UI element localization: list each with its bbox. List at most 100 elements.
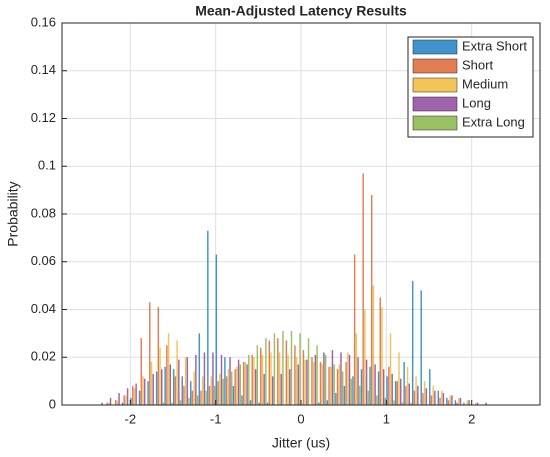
bar [186,357,189,405]
bar [138,390,141,405]
bar [287,354,289,405]
legend-label: Extra Short [462,38,527,53]
legend-label: Short [462,57,493,72]
bar [191,390,194,405]
bar [357,357,359,405]
bar [268,340,271,405]
bar [220,354,223,405]
y-tick-label: 0.14 [31,62,56,77]
bar [210,376,212,405]
bar [118,393,120,405]
bar [423,381,426,405]
bar [207,230,209,405]
bar [311,357,313,405]
bar [263,373,265,405]
bar [181,376,183,405]
legend-swatch [412,77,458,93]
bars [101,173,487,405]
bar [432,385,434,405]
y-tick-label: 0.02 [31,349,56,364]
bar [277,338,279,405]
bar [237,359,240,405]
bar [150,362,153,405]
bar [466,400,469,405]
bar [389,333,392,405]
bar [260,347,262,405]
bar [408,383,411,405]
bar [249,400,252,405]
bar [193,371,195,405]
bar [161,369,163,405]
bar [362,173,364,405]
bar [131,385,134,405]
bar [142,376,144,405]
bar [236,366,238,405]
bar [434,390,436,405]
bar [331,350,334,405]
bar [147,381,149,405]
bar [225,376,228,405]
bar [394,381,397,405]
bar [271,376,274,405]
bar [278,352,281,405]
bar [388,366,390,405]
bar [353,254,356,405]
bar [101,402,103,405]
legend-label: Long [462,95,491,110]
bar [123,395,125,405]
bar [355,333,358,405]
bar [289,369,291,405]
bar [242,362,245,405]
bar [417,385,419,405]
bar [382,369,385,405]
bar [411,280,414,405]
bar [285,340,288,405]
x-tick-label: -2 [125,411,137,426]
chart-title: Mean-Adjusted Latency Results [195,3,407,19]
bar [280,373,282,405]
bar [135,383,137,405]
legend-swatch [412,115,458,131]
bar [203,352,206,405]
bar [155,371,158,405]
bar [442,393,445,405]
bar [222,378,224,405]
bar [312,362,315,405]
bar [184,357,187,405]
bar [188,397,190,405]
bar [398,352,400,405]
bar [256,345,259,405]
bar [476,402,479,405]
bar [437,390,440,405]
bar [403,362,405,405]
bar [324,354,327,405]
bar [201,376,204,405]
bar [304,359,306,405]
bar [114,400,117,405]
y-tick-label: 0.16 [31,14,56,29]
bar [372,285,375,405]
y-tick-label: 0.08 [31,205,56,220]
bar [178,359,180,405]
bar [198,333,201,405]
bar [174,376,177,405]
bar [429,369,431,405]
bar [468,400,470,405]
bar [360,369,363,405]
x-tick-label: 0 [297,411,304,426]
bar [374,364,376,405]
ticks: 0 0.02 0.04 0.06 0.08 0.1 0.12 0.14 0.16 -2 -1 0 1 2 [31,14,476,426]
bar [266,402,269,405]
bar [347,352,349,405]
bar [391,373,393,405]
y-axis-label: Probability [5,181,21,246]
bar [171,402,173,405]
legend: Extra Short Short Medium Long Extra Long [407,36,534,138]
bar [335,393,337,405]
bar [232,385,235,405]
bar [401,402,404,405]
y-tick-label: 0.12 [31,110,56,125]
bar [302,350,305,405]
bar [456,402,458,405]
